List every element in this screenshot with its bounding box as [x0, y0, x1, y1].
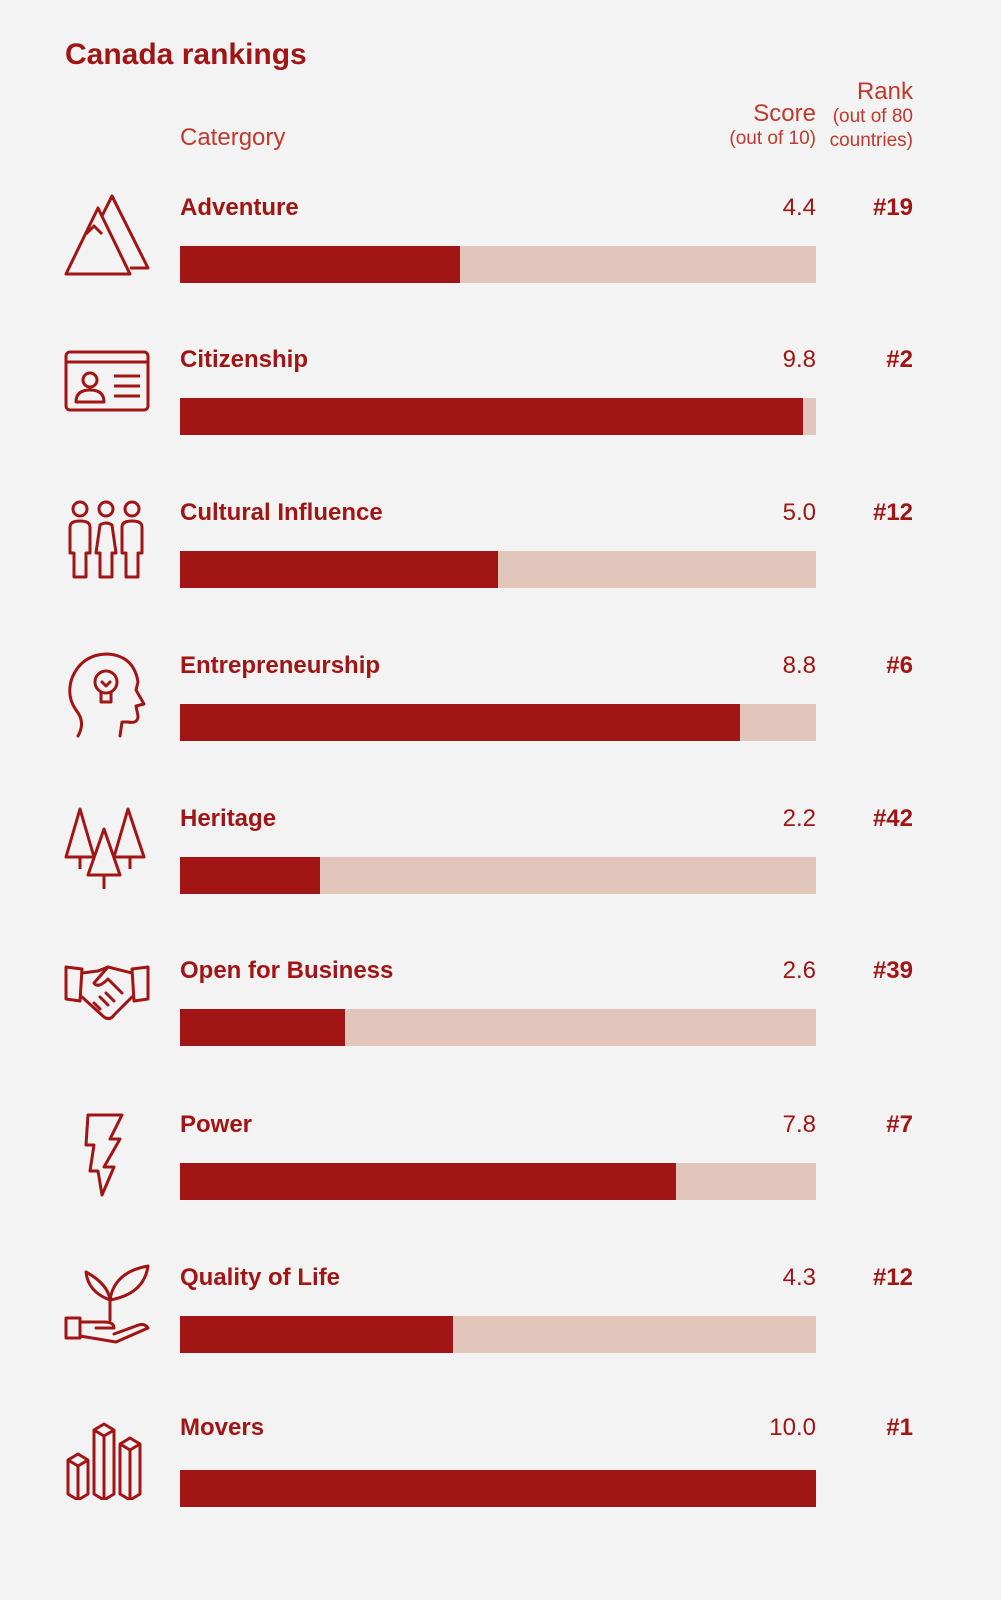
rank-column-subheader: (out of 80 — [832, 106, 913, 127]
score-value: 8.8 — [782, 652, 816, 679]
score-bar-track — [180, 246, 816, 283]
people-group-icon — [64, 499, 150, 589]
category-label: Citizenship — [180, 346, 309, 373]
ranking-row-entrepreneurship: Entrepreneurship 8.8 #6 — [0, 652, 1001, 792]
score-bar — [180, 246, 460, 283]
ranking-row-citizenship: Citizenship 9.8 #2 — [0, 346, 1001, 486]
handshake-icon — [64, 957, 150, 1047]
ranking-row-power: Power 7.8 #7 — [0, 1111, 1001, 1251]
score-column-header: Score — [753, 100, 816, 127]
category-label: Heritage — [180, 805, 277, 832]
chart-title: Canada rankings — [65, 38, 307, 71]
score-value: 9.8 — [782, 346, 816, 373]
category-label: Open for Business — [180, 957, 394, 984]
rank-value: #19 — [872, 194, 913, 221]
ranking-row-adventure: Adventure 4.4 #19 — [0, 194, 1001, 334]
trees-icon — [64, 805, 150, 895]
ranking-row-open-for-business: Open for Business 2.6 #39 — [0, 957, 1001, 1097]
category-label: Quality of Life — [180, 1264, 341, 1291]
score-value: 7.8 — [782, 1111, 816, 1138]
rank-value: #6 — [886, 652, 913, 679]
lightning-icon — [64, 1111, 150, 1201]
score-bar — [180, 398, 804, 435]
score-value: 4.3 — [782, 1264, 816, 1291]
score-bar — [180, 857, 320, 894]
mountains-icon — [64, 194, 150, 284]
score-bar-track — [180, 1316, 816, 1353]
score-bar-track — [180, 1163, 816, 1200]
score-bar — [180, 1316, 454, 1353]
category-label: Cultural Influence — [180, 499, 383, 526]
id-card-icon — [64, 346, 150, 436]
score-value: 2.2 — [782, 805, 816, 832]
ranking-row-movers: Movers 10.0 #1 — [0, 1414, 1001, 1554]
head-lightbulb-icon — [64, 652, 150, 742]
rank-value: #12 — [872, 499, 913, 526]
score-value: 2.6 — [782, 957, 816, 984]
score-value: 5.0 — [782, 499, 816, 526]
score-bar-track — [180, 857, 816, 894]
score-bar-track — [180, 551, 816, 588]
category-label: Power — [180, 1111, 253, 1138]
score-bar — [180, 704, 740, 741]
score-bar — [180, 1163, 677, 1200]
rank-value: #39 — [872, 957, 913, 984]
bar-blocks-icon — [64, 1414, 150, 1504]
score-bar — [180, 551, 498, 588]
score-bar-track — [180, 398, 816, 435]
ranking-row-quality-of-life: Quality of Life 4.3 #12 — [0, 1264, 1001, 1404]
rank-value: #42 — [872, 805, 913, 832]
rank-value: #12 — [872, 1264, 913, 1291]
score-value: 4.4 — [782, 194, 816, 221]
score-bar — [180, 1009, 346, 1046]
rank-column-header: Rank — [856, 78, 913, 105]
category-label: Entrepreneurship — [180, 652, 381, 679]
rank-value: #7 — [886, 1111, 913, 1138]
ranking-row-cultural-influence: Cultural Influence 5.0 #12 — [0, 499, 1001, 639]
category-label: Movers — [180, 1414, 265, 1441]
score-column-subheader: (out of 10) — [729, 128, 816, 149]
ranking-row-heritage: Heritage 2.2 #42 — [0, 805, 1001, 945]
score-bar — [180, 1470, 816, 1507]
score-bar-track — [180, 1009, 816, 1046]
category-column-header: Catergory — [180, 124, 286, 151]
rank-value: #1 — [886, 1414, 913, 1441]
score-value: 10.0 — [769, 1414, 816, 1441]
rank-column-subheader-2: countries) — [829, 130, 913, 151]
hand-plant-icon — [64, 1264, 150, 1354]
rank-value: #2 — [886, 346, 913, 373]
category-label: Adventure — [180, 194, 299, 221]
score-bar-track — [180, 1470, 816, 1507]
score-bar-track — [180, 704, 816, 741]
